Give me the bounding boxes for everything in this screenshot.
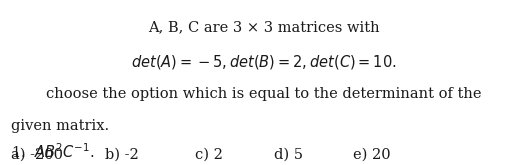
Text: b) -2: b) -2: [105, 148, 139, 162]
Text: c) 2: c) 2: [195, 148, 223, 162]
Text: given matrix.: given matrix.: [11, 119, 109, 133]
Text: A, B, C are 3 × 3 matrices with: A, B, C are 3 × 3 matrices with: [148, 20, 379, 34]
Text: 1.  $AB^2C^{-1}.$: 1. $AB^2C^{-1}.$: [11, 142, 94, 161]
Text: d) 5: d) 5: [274, 148, 303, 162]
Text: choose the option which is equal to the determinant of the: choose the option which is equal to the …: [46, 87, 481, 101]
Text: e) 20: e) 20: [353, 148, 391, 162]
Text: a) -200: a) -200: [11, 148, 63, 162]
Text: $det(A) = -5, det(B) = 2, det(C) = 10.$: $det(A) = -5, det(B) = 2, det(C) = 10.$: [131, 53, 396, 71]
